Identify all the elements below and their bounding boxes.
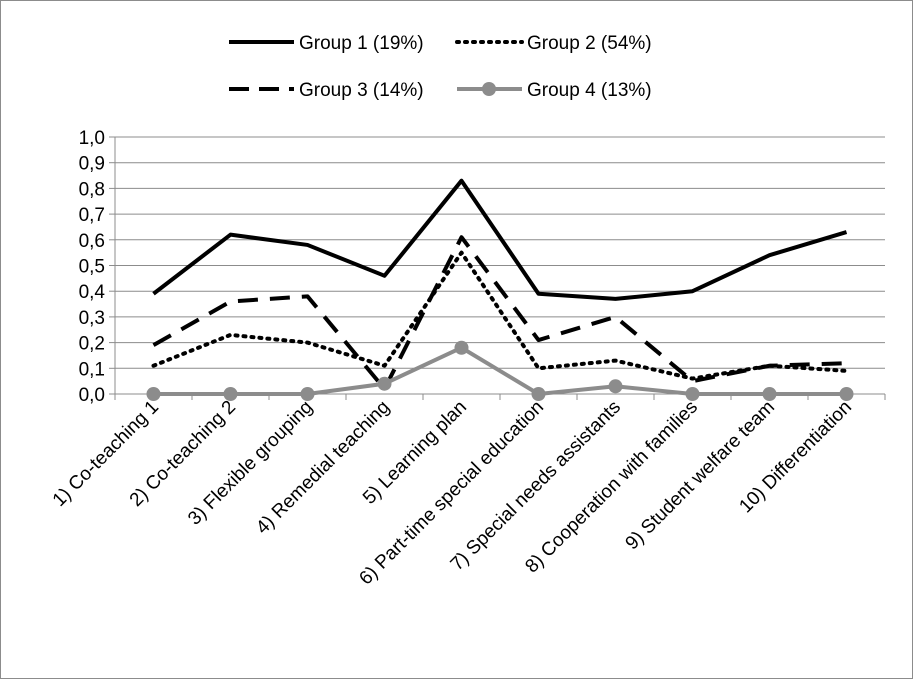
x-tick-label: 9) Student welfare team bbox=[622, 397, 779, 554]
data-point-group-4 bbox=[608, 379, 623, 394]
y-tick-label: 0,4 bbox=[79, 282, 106, 303]
y-tick-label: 1,0 bbox=[79, 128, 105, 149]
y-tick-label: 0,7 bbox=[79, 205, 105, 226]
y-axis: 0,0 0,1 0,2 0,3 0,4 0,5 0,6 0,7 0,8 0,9 1,0 bbox=[79, 128, 116, 406]
data-point-group-4 bbox=[531, 387, 546, 401]
legend-label-group-3: Group 3 (14%) bbox=[299, 80, 424, 101]
series-line-group-4 bbox=[153, 345, 847, 396]
data-point-group-4 bbox=[300, 387, 315, 401]
data-point-group-4 bbox=[223, 387, 238, 401]
data-point-group-4 bbox=[762, 387, 777, 401]
y-tick-label: 0,1 bbox=[79, 359, 105, 380]
y-tick-label: 0,8 bbox=[79, 179, 105, 200]
y-tick-label: 0,3 bbox=[79, 308, 105, 329]
series-line-group-1 bbox=[152, 178, 848, 301]
legend: Group 1 (19%) Group 2 (54%) Group 3 (14%) G… bbox=[229, 33, 652, 101]
y-tick-label: 0,6 bbox=[79, 231, 105, 252]
data-point-group-4 bbox=[839, 387, 854, 401]
legend-label-group-1: Group 1 (19%) bbox=[299, 33, 424, 54]
y-tick-label: 0,2 bbox=[79, 334, 105, 355]
legend-label-group-4: Group 4 (13%) bbox=[527, 80, 652, 101]
data-point-group-4 bbox=[377, 376, 392, 391]
gridlines bbox=[115, 136, 885, 395]
legend-marker-group-4 bbox=[482, 82, 496, 96]
data-point-group-4 bbox=[146, 387, 161, 401]
data-point-group-4 bbox=[454, 340, 469, 355]
y-tick-label: 0,9 bbox=[79, 154, 105, 175]
y-tick-label: 0,5 bbox=[79, 257, 105, 278]
series-line-group-3 bbox=[152, 235, 847, 391]
x-axis: 1) Co-teaching 12) Co-teaching 23) Flexi… bbox=[49, 393, 886, 589]
y-tick-label: 0,0 bbox=[79, 385, 105, 406]
series-line-group-2 bbox=[151, 250, 849, 381]
series-layer bbox=[146, 178, 854, 401]
data-point-group-4 bbox=[685, 387, 700, 401]
x-tick-label: 4) Remedial teaching bbox=[252, 397, 394, 539]
legend-label-group-2: Group 2 (54%) bbox=[527, 33, 652, 54]
